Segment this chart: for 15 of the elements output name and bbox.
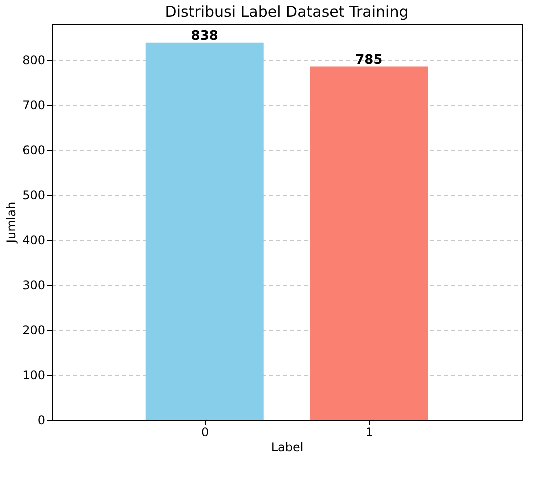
y-tick-label: 700 bbox=[22, 98, 46, 112]
y-tick-label: 100 bbox=[22, 368, 46, 382]
chart-title: Distribusi Label Dataset Training bbox=[165, 3, 409, 21]
y-axis-title: Jumlah bbox=[4, 202, 19, 244]
y-tick-label: 600 bbox=[22, 144, 46, 158]
y-tick-label: 800 bbox=[22, 54, 46, 68]
y-tick-label: 300 bbox=[22, 278, 46, 292]
x-axis-title: Label bbox=[271, 440, 304, 454]
data-label: 785 bbox=[356, 52, 383, 68]
data-label: 838 bbox=[191, 28, 218, 44]
y-tick-label: 200 bbox=[22, 324, 46, 338]
y-tick-label: 0 bbox=[38, 414, 46, 428]
y-tick-label: 400 bbox=[22, 234, 46, 248]
y-tick-label: 500 bbox=[22, 188, 46, 202]
x-tick-label: 1 bbox=[366, 426, 374, 440]
